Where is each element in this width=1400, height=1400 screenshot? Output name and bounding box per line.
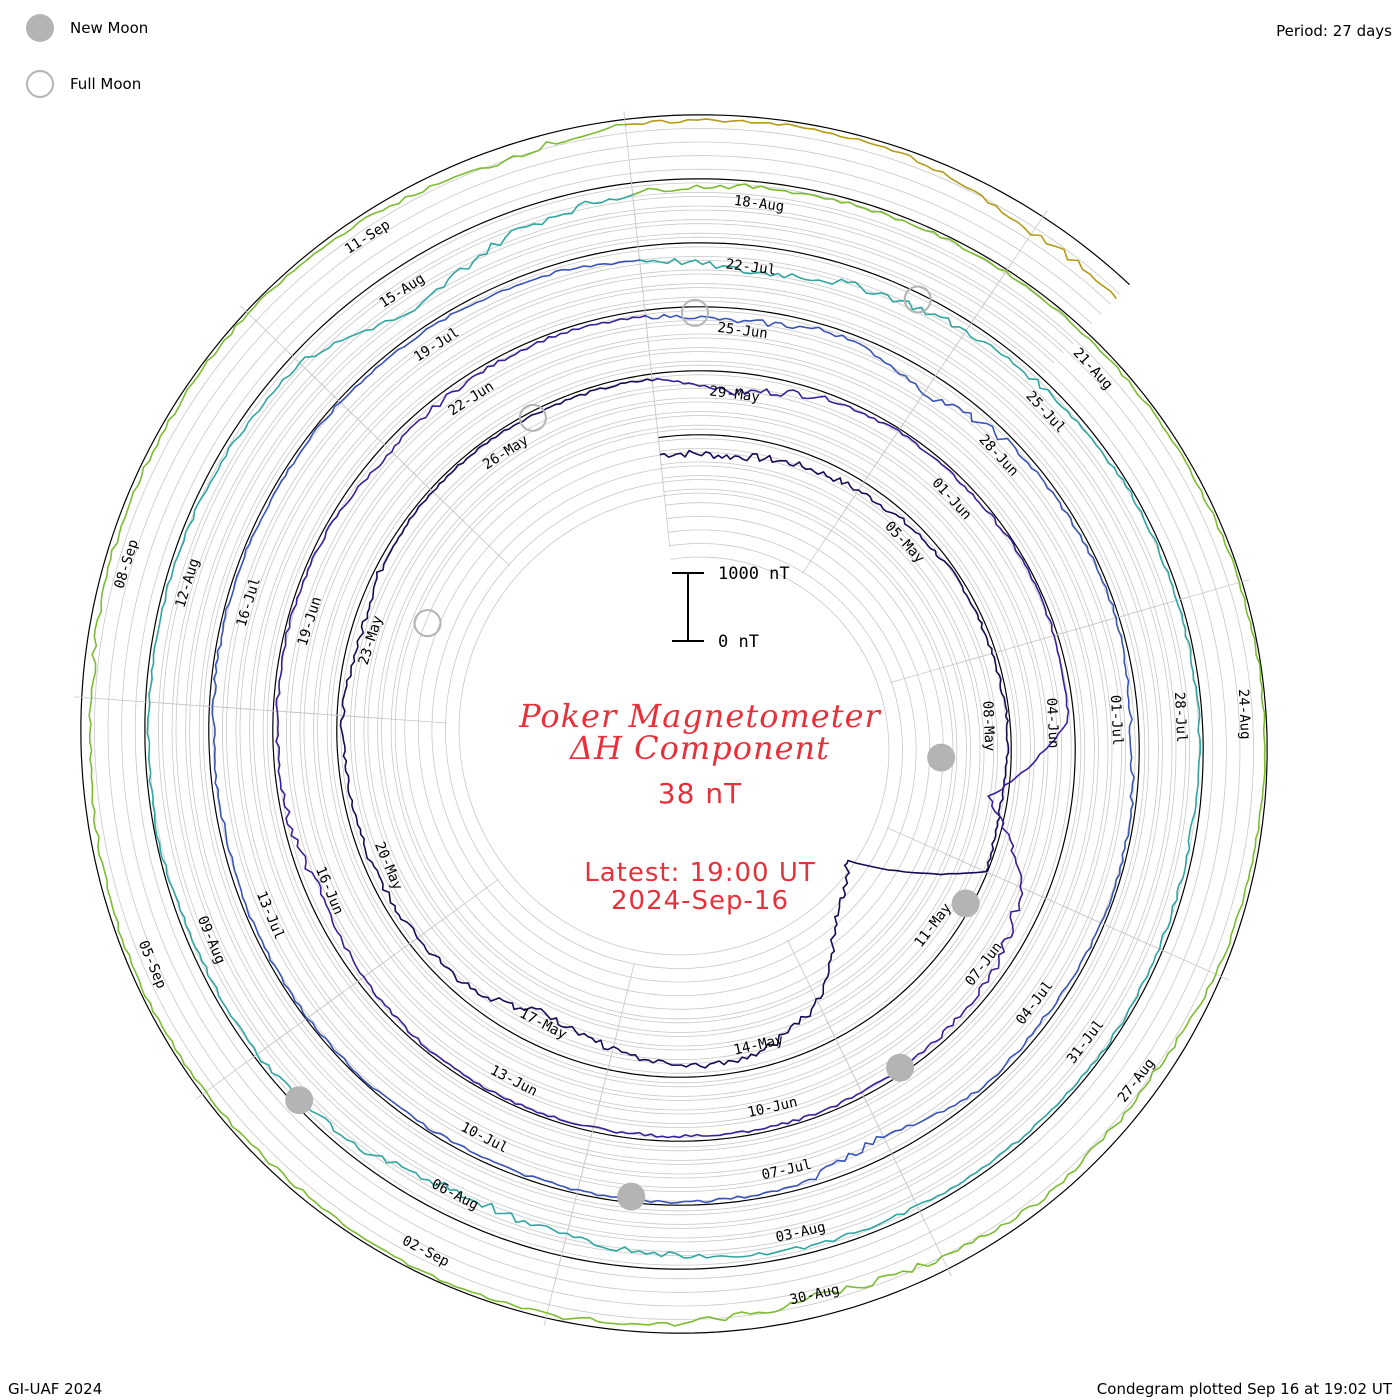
date-tick-label: 01-Jul	[1107, 695, 1125, 746]
grid-spiral	[189, 223, 1159, 1225]
new-moon-marker	[285, 1086, 314, 1115]
grid-spiral	[94, 128, 1254, 1320]
date-tick-label: 23-May	[356, 614, 386, 667]
radial-tick	[981, 209, 1048, 309]
chart-title: Poker Magnetometer	[519, 697, 881, 735]
radial-tick	[1120, 931, 1229, 981]
period-label: Period: 27 days	[1276, 22, 1392, 40]
grid-spiral	[162, 196, 1187, 1253]
date-tick-label: 22-Jul	[725, 256, 777, 278]
scale-bar: 1000 nT 0 nT	[672, 564, 790, 652]
new-moon-icon	[26, 14, 54, 42]
scale-bottom-label: 0 nT	[718, 632, 759, 652]
series-line-rotation-3	[211, 259, 1135, 1204]
date-tick-label: 25-Jul	[1022, 388, 1068, 436]
latest-date: 2024-Sep-16	[610, 886, 790, 916]
scale-top-label: 1000 nT	[718, 564, 790, 584]
plotted-label: Condegram plotted Sep 16 at 19:02 UT	[1096, 1380, 1392, 1398]
full-moon-icon	[26, 70, 54, 98]
radial-tick	[73, 696, 192, 706]
radial-tick	[543, 1211, 573, 1326]
legend-new-moon-label: New Moon	[70, 19, 149, 37]
date-tick-label: 30-Aug	[788, 1282, 841, 1309]
current-value: 38 nT	[657, 777, 743, 810]
moon-layer	[285, 285, 980, 1211]
new-moon-marker	[927, 743, 956, 772]
grid-spiral	[121, 155, 1227, 1293]
series-line-rotation-4	[146, 191, 1202, 1259]
grid-spiral	[175, 209, 1173, 1239]
date-tick-label: 01-Jun	[928, 475, 974, 523]
date-tick-label: 05-May	[881, 518, 927, 566]
radial-tick	[1136, 579, 1250, 613]
radial-tick	[899, 1169, 952, 1277]
full-moon-marker	[413, 609, 442, 638]
latest-time: Latest: 19:00 UT	[584, 858, 816, 888]
date-tick-label: 16-Jul	[234, 576, 264, 629]
new-moon-marker	[886, 1053, 915, 1082]
date-tick-label: 21-Aug	[1070, 345, 1116, 393]
grid-spiral	[107, 141, 1241, 1307]
date-tick-label: 08-May	[979, 700, 997, 751]
full-moon-marker	[518, 403, 547, 432]
date-tick-label: 28-Jul	[1171, 692, 1189, 743]
date-tick-label: 09-Aug	[194, 914, 228, 967]
series-line-rotation-2	[275, 314, 1070, 1139]
legend-full-moon: Full Moon	[26, 70, 141, 98]
zero-baseline	[80, 114, 1268, 1334]
legend-full-moon-label: Full Moon	[70, 75, 142, 93]
full-moon-marker	[903, 285, 932, 314]
grid-layer	[73, 111, 1268, 1334]
radial-tick	[240, 305, 326, 389]
date-tick-label: 12-Aug	[173, 557, 203, 610]
legend-new-moon: New Moon	[26, 14, 148, 42]
new-moon-marker	[951, 889, 980, 918]
date-tick-label: 19-Jun	[295, 595, 325, 648]
date-tick-label: 24-Aug	[1235, 689, 1253, 740]
date-tick-label: 04-Jun	[1043, 697, 1061, 748]
date-tick-label: 29-May	[708, 383, 760, 405]
series-line-rotation-5	[88, 123, 1266, 1327]
trace-layer	[88, 118, 1266, 1327]
full-moon-marker	[680, 298, 709, 327]
series-line-rotation-1	[339, 377, 1010, 1069]
new-moon-marker	[617, 1182, 646, 1211]
grid-spiral	[134, 168, 1214, 1280]
date-tick-label: 25-Jun	[716, 320, 768, 342]
series-line-rotation-6	[625, 118, 1117, 300]
chart-subtitle: ΔH Component	[569, 729, 831, 767]
date-tick-label: 18-Aug	[733, 193, 785, 215]
credit-label: GI-UAF 2024	[8, 1380, 103, 1398]
grid-spiral	[202, 236, 1146, 1212]
radial-tick	[195, 1029, 292, 1100]
radial-tick	[623, 111, 637, 229]
